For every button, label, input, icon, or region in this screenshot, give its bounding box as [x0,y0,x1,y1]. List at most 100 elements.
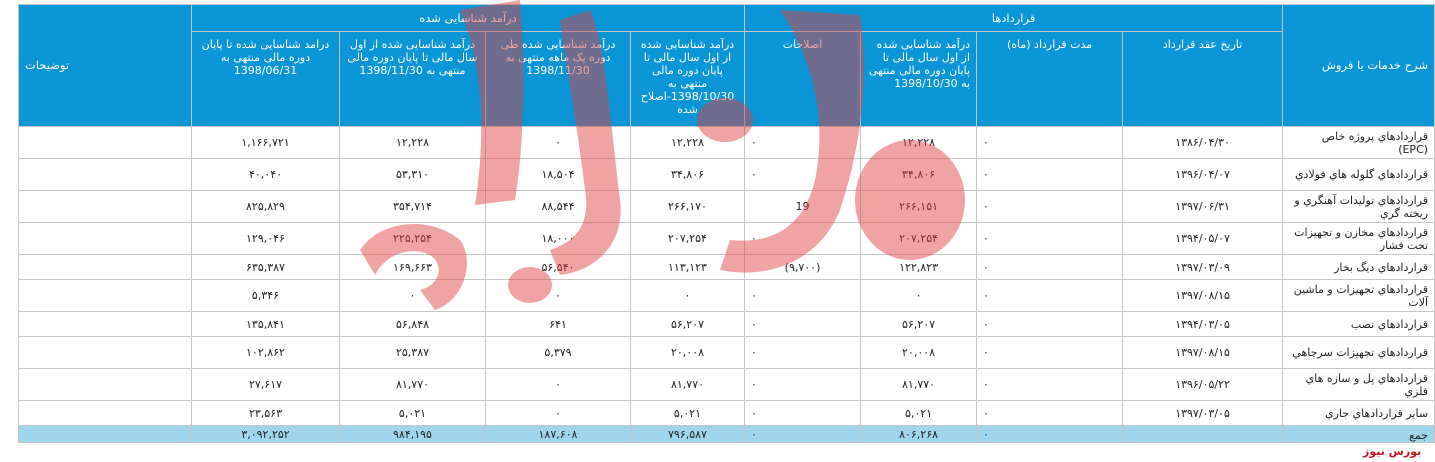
row-rev-month: ۰ [485,400,631,426]
row-notes [18,400,192,426]
header-row-groups: شرح خدمات یا فروش قراردادها درآمد شناسای… [18,4,1435,127]
rev-ytd-header: درآمد شناسایی شده از اول سال مالی تا پای… [339,31,486,127]
row-duration: ۰ [976,190,1124,223]
rev-month-header: درآمد شناسایی شده طی دوره یک ماهه منتهی … [485,31,631,127]
row-date: ۱۳۸۶/۰۴/۳۰ [1122,126,1284,159]
table-row: قراردادهاي مخازن و تجهيزات تحت فشار ۱۳۹۴… [18,222,1435,255]
table-row: قراردادهاي تجهيزات و ماشين آلات ۱۳۹۷/۰۸/… [18,279,1435,312]
total-rev-ytd: ۹۸۴,۱۹۵ [339,425,486,443]
row-rev-corrected: ۲۰,۰۰۸ [630,336,745,369]
row-duration: ۰ [976,279,1124,312]
row-description: ساير قراردادهاي جاري [1282,400,1435,426]
total-duration: ۰ [976,425,1124,443]
row-corrections: ۰ [743,126,862,159]
row-corrections: ۰ [743,336,862,369]
total-rev-month: ۱۸۷,۶۰۸ [485,425,631,443]
row-rev-corrected: ۱۲,۲۲۸ [630,126,745,159]
row-rev-year: ۲۳,۵۶۳ [191,400,340,426]
row-rev-ytd: ۵۶,۸۴۸ [339,311,486,337]
row-corrections: 19 [743,190,862,223]
row-description: قراردادهاي توليدات آهنگري و ريخته گري [1282,190,1435,223]
row-description: قراردادهاي پل و سازه هاي فلزي [1282,368,1435,401]
total-corrections: ۰ [743,425,862,443]
row-rev-month: ۰ [485,279,631,312]
row-rev-year: ۱,۱۶۶,۷۲۱ [191,126,340,159]
row-date: ۱۳۹۴/۰۳/۰۵ [1122,311,1284,337]
row-rev-start: ۵۶,۲۰۷ [860,311,978,337]
table-row: ساير قراردادهاي جاري ۱۳۹۷/۰۳/۰۵ ۰ ۵,۰۲۱ … [18,400,1435,426]
row-notes [18,126,192,159]
row-notes [18,336,192,369]
contracts-revenue-table: شرح خدمات یا فروش قراردادها درآمد شناسای… [18,4,1435,443]
row-rev-year: ۶۳۵,۳۸۷ [191,254,340,280]
service-header: شرح خدمات یا فروش [1282,4,1435,127]
row-duration: ۰ [976,311,1124,337]
row-rev-year: ۲۷,۶۱۷ [191,368,340,401]
row-rev-ytd: ۳۵۴,۷۱۴ [339,190,486,223]
row-description: قراردادهاي مخازن و تجهيزات تحت فشار [1282,222,1435,255]
table-wrapper: شرح خدمات یا فروش قراردادها درآمد شناسای… [18,4,1435,443]
notes-header: توضیحات [18,4,192,127]
row-rev-corrected: ۲۶۶,۱۷۰ [630,190,745,223]
row-rev-year: ۱۲۹,۰۴۶ [191,222,340,255]
row-corrections: ۰ [743,400,862,426]
row-duration: ۰ [976,254,1124,280]
table-row: قراردادهاي نصب ۱۳۹۴/۰۳/۰۵ ۰ ۵۶,۲۰۷ ۰ ۵۶,… [18,311,1435,337]
row-notes [18,222,192,255]
row-corrections: ۰ [743,279,862,312]
row-duration: ۰ [976,368,1124,401]
table-row: قراردادهاي توليدات آهنگري و ريخته گري ۱۳… [18,190,1435,223]
row-rev-ytd: ۸۱,۷۷۰ [339,368,486,401]
row-rev-start: ۲۰,۰۰۸ [860,336,978,369]
row-corrections: ۰ [743,311,862,337]
row-corrections: ۰ [743,222,862,255]
row-rev-start: ۱۲,۲۲۸ [860,126,978,159]
row-rev-month: ۱۸,۰۰۰ [485,222,631,255]
row-notes [18,190,192,223]
row-duration: ۰ [976,126,1124,159]
row-duration: ۰ [976,158,1124,191]
row-corrections: ۰ [743,158,862,191]
row-rev-start: ۲۶۶,۱۵۱ [860,190,978,223]
total-notes [18,425,192,443]
row-rev-corrected: ۲۰۷,۲۵۴ [630,222,745,255]
row-rev-month: ۱۸,۵۰۴ [485,158,631,191]
row-description: قراردادهاي نصب [1282,311,1435,337]
row-rev-corrected: ۳۴,۸۰۶ [630,158,745,191]
table-row: قراردادهاي پروژه خاص (EPC) ۱۳۸۶/۰۴/۳۰ ۰ … [18,126,1435,159]
row-rev-ytd: ۵,۰۲۱ [339,400,486,426]
table-row: قراردادهاي ديگ بخار ۱۳۹۷/۰۳/۰۹ ۰ ۱۲۲,۸۲۳… [18,254,1435,280]
row-rev-month: ۵,۳۷۹ [485,336,631,369]
row-corrections: ۰ [743,368,862,401]
total-label: جمع [1282,425,1435,443]
duration-header: مدت قرارداد (ماه) [976,31,1124,127]
row-description: قراردادهاي تجهيزات و ماشين آلات [1282,279,1435,312]
row-rev-year: ۵,۳۴۶ [191,279,340,312]
site-logo: بورس نیوز [1363,445,1422,458]
rev-start-header: درآمد شناسایی شده از اول سال مالی تا پای… [860,31,978,127]
row-description: قراردادهاي ديگ بخار [1282,254,1435,280]
row-rev-month: ۵۶,۵۴۰ [485,254,631,280]
row-rev-start: ۲۰۷,۲۵۴ [860,222,978,255]
row-duration: ۰ [976,336,1124,369]
row-rev-ytd: ۲۲۵,۲۵۴ [339,222,486,255]
row-rev-year: ۱۳۵,۸۴۱ [191,311,340,337]
row-rev-month: ۸۸,۵۴۴ [485,190,631,223]
row-duration: ۰ [976,222,1124,255]
row-rev-start: ۵,۰۲۱ [860,400,978,426]
header-row-columns: تاریخ عقد قرارداد مدت قرارداد (ماه) درآم… [19,31,1435,127]
row-description: قراردادهاي تجهيزات سرچاهي [1282,336,1435,369]
table-row: قراردادهاي پل و سازه هاي فلزي ۱۳۹۶/۰۵/۲۲… [18,368,1435,401]
row-rev-ytd: ۵۳,۳۱۰ [339,158,486,191]
row-rev-corrected: ۰ [630,279,745,312]
row-rev-month: ۰ [485,368,631,401]
total-rev-corrected: ۷۹۶,۵۸۷ [630,425,745,443]
row-rev-start: ۰ [860,279,978,312]
row-notes [18,158,192,191]
row-rev-start: ۳۴,۸۰۶ [860,158,978,191]
row-date: ۱۳۹۷/۰۳/۰۵ [1122,400,1284,426]
rev-year-header: درامد شناسایی شده تا پایان دوره مالی منت… [191,31,340,127]
contracts-header: قراردادها [743,4,1284,32]
row-date: ۱۳۹۷/۰۳/۰۹ [1122,254,1284,280]
row-rev-ytd: ۰ [339,279,486,312]
